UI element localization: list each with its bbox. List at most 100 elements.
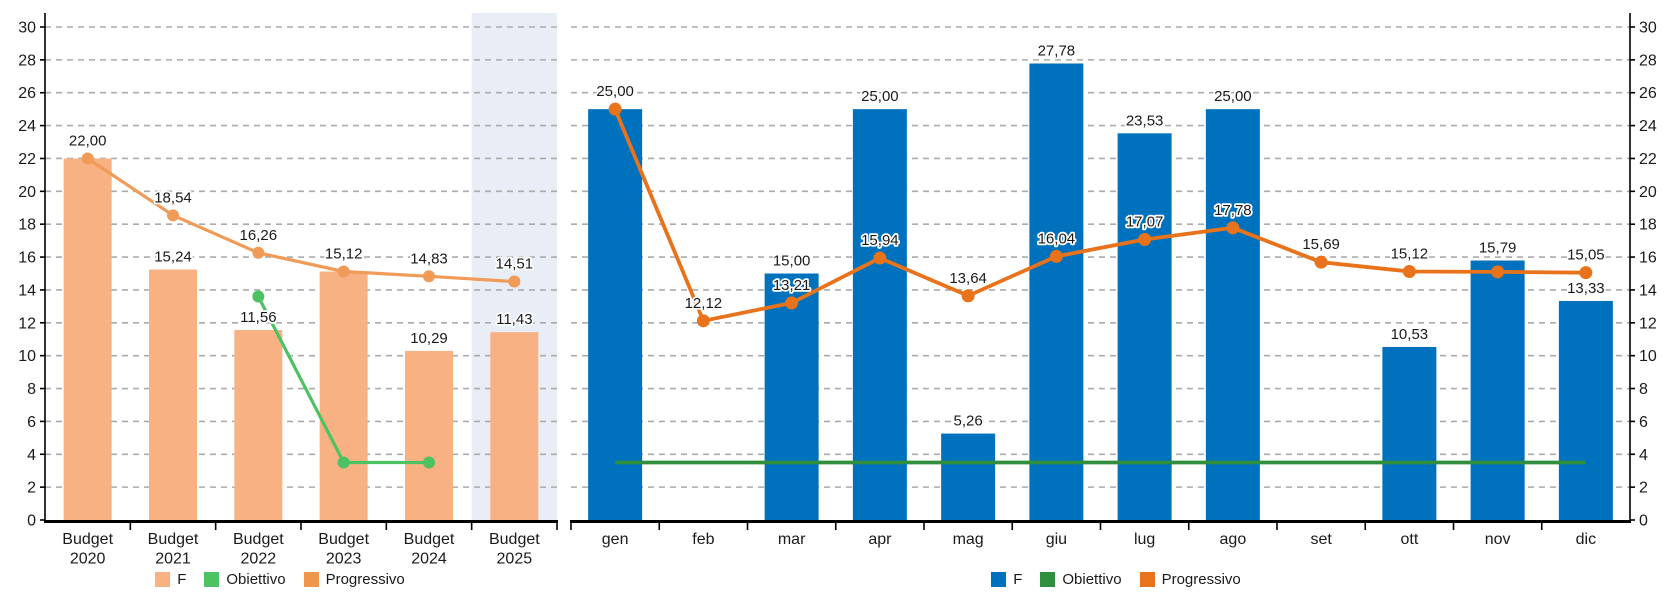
gridlines [571,26,1630,488]
legend-item-f[interactable]: F [991,570,1023,588]
legend-swatch [1040,571,1056,587]
bar[interactable] [588,109,643,521]
data-label: 13,64 [949,270,987,287]
data-label: 25,00 [1214,88,1252,105]
data-label: 11,56 [240,309,276,326]
progressivo-marker[interactable] [423,270,435,283]
data-label: 17,78 [1214,202,1252,219]
progressivo-marker[interactable] [337,265,350,278]
y-axis-tick-label: 30 [18,20,36,37]
y-axis-tick-label: 10 [1639,348,1657,365]
progressivo-marker[interactable] [785,296,799,310]
legend-item-f[interactable]: F [155,571,186,587]
bar[interactable] [149,269,197,520]
x-axis-category-label: Budget 2020 [62,531,113,568]
bar[interactable] [852,109,907,521]
progressivo-marker[interactable] [252,246,265,259]
legend-label: Progressivo [325,570,405,588]
progressivo-marker[interactable] [608,102,622,116]
progressivo-marker[interactable] [1402,265,1416,279]
y-axis-tick-label: 6 [1639,414,1648,431]
y-axis-tick-label: 4 [27,447,36,464]
legend-swatch [991,571,1007,587]
f-bars [588,63,1613,521]
obiettivo-marker[interactable] [423,456,435,469]
bar[interactable] [1558,300,1613,520]
progressivo-marker[interactable] [1138,232,1152,246]
y-axis-tick-label: 0 [1639,513,1648,530]
x-axis-category-label: ott [1400,531,1418,548]
progressivo-marker[interactable] [1049,249,1063,263]
y-axis-tick-label: 2 [27,480,36,497]
bar[interactable] [319,271,368,520]
bar[interactable] [1029,63,1084,521]
y-axis-tick-label: 26 [1639,85,1657,102]
bar[interactable] [1117,133,1172,520]
legend-swatch [204,571,220,587]
x-axis-category-label: Budget 2022 [233,531,284,568]
obiettivo-marker[interactable] [337,456,350,469]
progressivo-marker[interactable] [508,275,521,288]
data-label: 15,69 [1302,236,1340,253]
obiettivo-marker[interactable] [252,290,265,303]
progressivo-line[interactable] [613,108,1586,323]
legend-item-obiettivo[interactable]: Obiettivo [1040,570,1122,588]
bar[interactable] [405,350,453,520]
bar[interactable] [1382,346,1437,520]
progressivo-marker[interactable] [1314,255,1328,269]
legend-item-obiettivo[interactable]: Obiettivo [204,571,286,587]
data-label: 14,83 [410,250,448,267]
f-bars [63,158,539,520]
bar[interactable] [63,158,112,520]
x-axis-category-label: mag [953,531,984,548]
data-label: 25,00 [861,88,899,105]
legend-label: Obiettivo [1062,570,1122,588]
bar[interactable] [941,433,996,520]
legend-swatch [155,571,171,587]
data-label: 27,78 [1038,42,1076,59]
progressivo-marker[interactable] [696,314,710,328]
progressivo-line[interactable] [86,157,515,284]
y-axis-tick-label: 20 [1639,184,1657,201]
x-axis-category-label: Budget 2023 [318,531,369,568]
legend-label: F [1013,570,1023,588]
y-axis-tick-label: 30 [1639,20,1657,37]
x-axis-category-label: Budget 2024 [404,531,455,568]
legend-item-progressivo[interactable]: Progressivo [303,570,405,588]
y-axis-tick-label: 22 [18,151,36,168]
progressivo-marker[interactable] [1579,266,1593,280]
y-axis-tick-label: 24 [18,118,36,135]
chart-canvas: 22,00 15,24 11,56 15,12 10,29 11,43 18,54 16,26… [18,13,558,568]
data-label: 23,53 [1126,112,1164,129]
progressivo-marker[interactable] [873,251,887,265]
x-axis-category-label: apr [868,531,892,548]
y-axis-tick-label: 6 [27,414,36,431]
data-label: 14,51 [496,256,534,273]
x-axis-category-label: gen [602,531,629,548]
bar[interactable] [490,332,539,520]
progressivo-marker[interactable] [167,209,179,222]
x-axis-category-label: feb [692,531,714,548]
data-label: 15,12 [325,246,363,263]
progressivo-marker[interactable] [1491,265,1505,279]
data-label: 13,21 [773,277,811,294]
data-labels: 25,00 15,00 25,00 5,26 27,78 23,53 25,00 10,53 1… [595,41,1607,432]
progressivo-marker[interactable] [81,152,94,165]
progressivo-marker[interactable] [961,289,975,303]
data-label: 15,00 [773,253,811,270]
bar[interactable] [234,330,283,520]
data-label: 15,05 [1567,247,1605,264]
x-axis-category-label: ago [1220,531,1247,548]
bar[interactable] [764,273,819,521]
bar[interactable] [1205,109,1260,521]
legend-item-progressivo[interactable]: Progressivo [1139,571,1241,587]
bar[interactable] [1470,260,1525,520]
data-label: 15,12 [1391,246,1429,263]
data-label: 16,04 [1038,230,1076,247]
y-axis-tick-label: 14 [1639,282,1657,299]
progressivo-marker[interactable] [1226,221,1240,235]
y-axis-tick-label: 10 [18,348,36,365]
data-label: 5,26 [954,413,983,430]
